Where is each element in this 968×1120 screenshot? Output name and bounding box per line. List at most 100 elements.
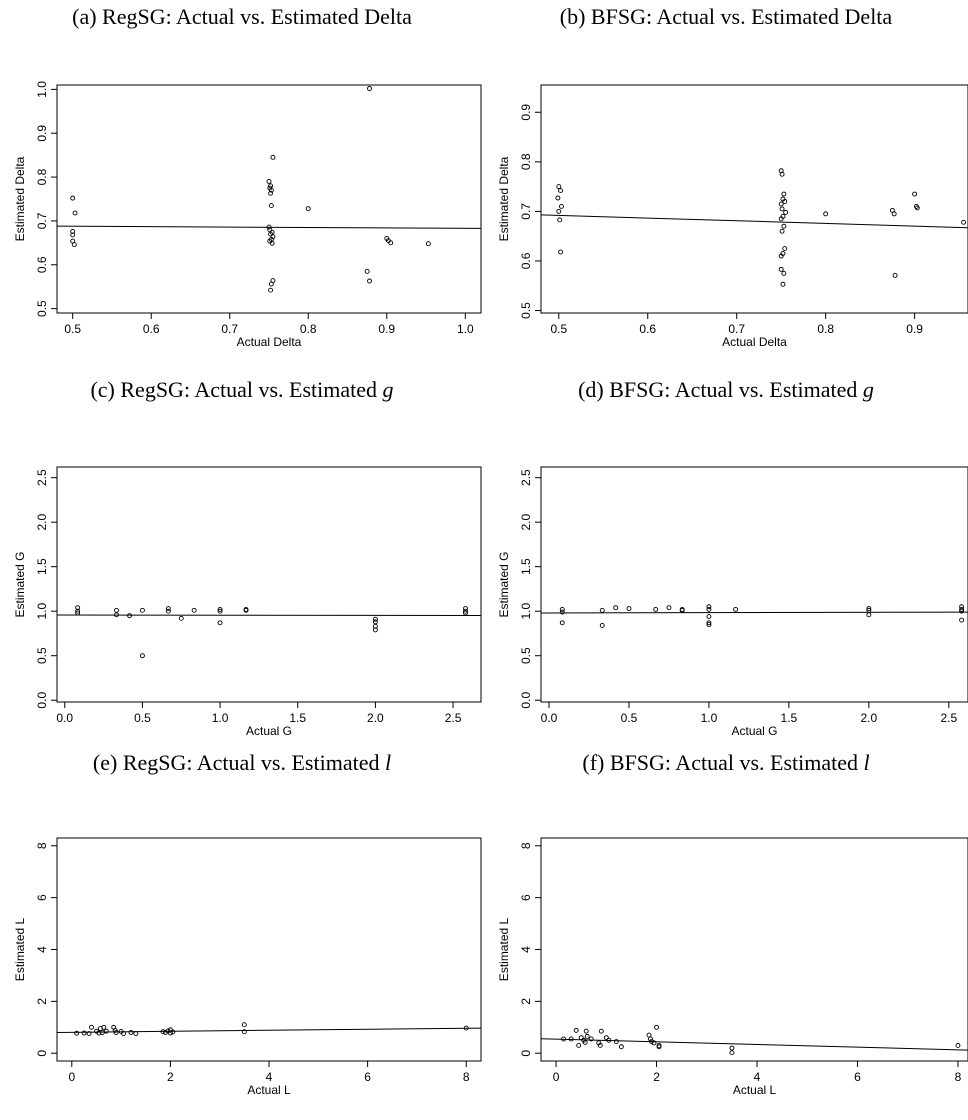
y-tick-label: 0.6 xyxy=(519,252,533,269)
data-point xyxy=(103,1028,109,1034)
data-point xyxy=(114,607,119,613)
data-point xyxy=(139,653,145,659)
data-point xyxy=(583,1028,589,1034)
data-point xyxy=(778,216,784,222)
y-tick-label: 2.5 xyxy=(519,469,533,486)
data-point xyxy=(165,608,171,614)
data-point xyxy=(70,195,76,201)
chart-caption: (d) BFSG: Actual vs. Estimated g xyxy=(484,377,968,403)
y-tick-label: 1.0 xyxy=(35,81,49,98)
data-point xyxy=(706,604,712,610)
x-tick-label: 0.5 xyxy=(621,711,638,725)
x-tick-label: 0.9 xyxy=(378,322,395,336)
data-point xyxy=(598,1028,604,1034)
y-tick-label: 2.0 xyxy=(35,514,49,531)
x-tick-label: 0.8 xyxy=(817,322,834,336)
x-tick-label: 1.0 xyxy=(457,322,474,336)
data-point xyxy=(959,604,965,610)
data-point xyxy=(866,606,872,611)
data-point xyxy=(268,287,274,293)
plot-frame xyxy=(540,84,968,314)
data-point xyxy=(782,199,788,204)
y-axis-label: Estimated Delta xyxy=(13,156,27,241)
data-point xyxy=(578,1035,584,1041)
regression-line xyxy=(541,611,968,614)
y-tick-label: 0.5 xyxy=(35,647,49,664)
plot-frame xyxy=(56,466,482,703)
data-point xyxy=(891,211,897,217)
data-point xyxy=(778,201,784,207)
data-point xyxy=(139,607,145,613)
x-axis-label: Actual G xyxy=(731,724,777,738)
data-point xyxy=(706,620,712,626)
plot-frame xyxy=(56,837,482,1062)
y-tick-label: 2 xyxy=(35,998,49,1005)
data-point xyxy=(167,1030,173,1036)
y-tick-label: 8 xyxy=(519,842,533,849)
data-point xyxy=(305,206,311,212)
scatter-plot: 0 2 4 6 8 0 2 4 6 8 Actual L Estimated L xyxy=(13,837,482,1097)
data-point xyxy=(367,278,372,284)
data-point xyxy=(559,620,565,626)
chart-caption: (a) RegSG: Actual vs. Estimated Delta xyxy=(0,4,484,30)
regression-line xyxy=(57,225,481,229)
data-point xyxy=(651,1040,657,1046)
data-point xyxy=(101,1024,107,1030)
x-tick-label: 0.5 xyxy=(550,322,567,336)
plot-frame xyxy=(56,84,482,314)
data-point xyxy=(613,605,619,611)
chart-panel: (e) RegSG: Actual vs. Estimated l 0 2 4 6 8 0 2… xyxy=(0,746,484,1119)
scatter-plot: 0 2 4 6 8 0 2 4 6 8 Actual L Estimated L xyxy=(497,837,968,1097)
x-axis-label: Actual Delta xyxy=(722,335,787,349)
data-point xyxy=(217,606,223,612)
y-tick-label: 6 xyxy=(519,894,533,901)
x-tick-label: 0.5 xyxy=(64,322,81,336)
y-tick-label: 1.5 xyxy=(519,558,533,575)
x-axis-label: Actual G xyxy=(246,724,292,738)
data-point xyxy=(463,610,468,616)
data-point xyxy=(372,627,378,633)
data-point xyxy=(160,1029,166,1035)
data-point xyxy=(781,223,787,229)
data-point xyxy=(70,232,76,238)
data-point xyxy=(217,608,223,614)
x-tick-label: 2 xyxy=(167,1070,174,1084)
y-tick-label: 6 xyxy=(35,894,49,901)
x-tick-label: 2.0 xyxy=(367,711,384,725)
data-point xyxy=(892,272,898,278)
data-point xyxy=(217,620,223,626)
data-point xyxy=(613,1039,619,1045)
data-point xyxy=(559,203,564,209)
data-point xyxy=(729,1045,735,1051)
data-point xyxy=(86,1031,92,1036)
data-point xyxy=(372,616,378,622)
scatter-plot: 0.0 0.5 1.0 1.5 2.0 2.5 0.0 0.5 1.0 1.5 2.0 2.5 Actu… xyxy=(13,466,482,738)
chart-caption: (f) BFSG: Actual vs. Estimated l xyxy=(484,750,968,776)
data-point xyxy=(243,607,249,613)
y-tick-label: 0.6 xyxy=(35,256,49,273)
chart-panel: (a) RegSG: Actual vs. Estimated Delta 0.5… xyxy=(0,0,484,373)
data-point xyxy=(72,210,78,216)
x-tick-label: 2.5 xyxy=(940,711,957,725)
data-point xyxy=(653,606,659,612)
scatter-plot: 0.5 0.6 0.7 0.8 0.9 1.0 0.5 0.6 0.7 0.8 0.9 1.0 Actu… xyxy=(13,81,482,349)
data-point xyxy=(121,1031,127,1036)
data-point xyxy=(74,1030,80,1036)
y-tick-label: 0.0 xyxy=(519,692,533,709)
data-point xyxy=(367,86,372,91)
y-tick-label: 2 xyxy=(519,998,533,1005)
x-tick-label: 8 xyxy=(955,1070,962,1084)
x-tick-label: 0.6 xyxy=(639,322,656,336)
data-point xyxy=(914,205,920,211)
chart-panel: (b) BFSG: Actual vs. Estimated Delta 0.5 0… xyxy=(484,0,968,373)
data-point xyxy=(556,208,562,214)
data-point xyxy=(555,195,561,201)
data-point xyxy=(955,1042,961,1048)
scatter-plot: 0.5 0.6 0.7 0.8 0.9 0.5 0.6 0.7 0.8 0.9 Actual Del… xyxy=(497,84,968,349)
data-point xyxy=(779,171,785,177)
data-point xyxy=(618,1044,624,1050)
chart-caption: (e) RegSG: Actual vs. Estimated l xyxy=(0,750,484,776)
data-point xyxy=(463,606,468,611)
data-point xyxy=(128,1030,134,1035)
data-point xyxy=(268,281,274,287)
